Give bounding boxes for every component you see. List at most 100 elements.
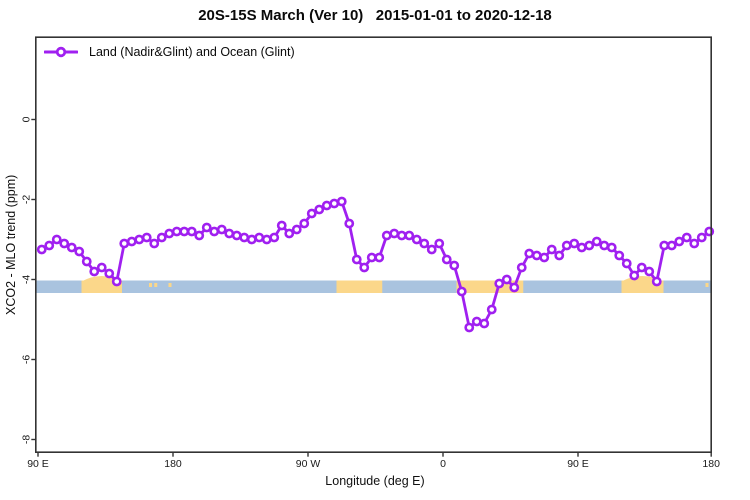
data-point — [591, 236, 602, 247]
data-point — [396, 230, 407, 241]
data-point — [201, 222, 212, 233]
data-point — [524, 248, 535, 259]
data-point — [696, 232, 707, 243]
data-point — [441, 254, 452, 265]
legend: Land (Nadir&Glint) and Ocean (Glint) — [44, 45, 295, 59]
data-point — [426, 244, 437, 255]
data-point — [239, 232, 250, 243]
data-point — [629, 270, 640, 281]
data-point — [216, 224, 227, 235]
x-tick-label: 180 — [702, 458, 720, 470]
data-point — [104, 268, 115, 279]
data-point — [531, 250, 542, 261]
data-point — [74, 246, 85, 257]
legend-label: Land (Nadir&Glint) and Ocean (Glint) — [89, 45, 295, 59]
data-point — [81, 256, 92, 267]
data-point — [666, 240, 677, 251]
data-point — [246, 234, 257, 245]
x-axis: 90 E 180 90 W 0 90 E 180 — [27, 452, 720, 470]
data-point — [254, 232, 265, 243]
series-line — [40, 200, 711, 329]
data-point — [674, 236, 685, 247]
y-tick-label: -6 — [21, 355, 33, 364]
y-tick-label: 0 — [21, 116, 33, 122]
data-point — [66, 242, 77, 253]
y-tick-label: -8 — [21, 435, 33, 444]
data-point — [651, 276, 662, 287]
island-speck — [705, 283, 709, 287]
y-tick-label: -4 — [21, 275, 33, 284]
data-point — [599, 240, 610, 251]
data-point — [494, 278, 505, 289]
island-speck — [149, 283, 152, 287]
data-point — [36, 244, 47, 255]
data-point — [351, 254, 362, 265]
x-axis-label: Longitude (deg E) — [325, 474, 425, 488]
data-point — [374, 252, 385, 263]
data-point — [644, 266, 655, 277]
data-point — [194, 230, 205, 241]
data-point — [261, 234, 272, 245]
data-point — [186, 226, 197, 237]
data-point — [119, 238, 130, 249]
data-point — [171, 226, 182, 237]
data-point — [689, 238, 700, 249]
data-point — [681, 232, 692, 243]
data-point — [306, 208, 317, 219]
data-point — [659, 240, 670, 251]
data-point — [149, 238, 160, 249]
data-point — [156, 232, 167, 243]
data-point — [126, 236, 137, 247]
data-point — [276, 220, 287, 231]
data-point — [411, 234, 422, 245]
data-point — [546, 244, 557, 255]
data-point — [89, 266, 100, 277]
data-point — [389, 228, 400, 239]
data-point — [501, 274, 512, 285]
data-point — [269, 232, 280, 243]
data-point — [111, 276, 122, 287]
x-tick-label: 0 — [440, 458, 446, 470]
land-strip-segment — [336, 280, 383, 293]
data-point — [486, 304, 497, 315]
island-speck — [154, 283, 158, 287]
legend-line-marker-icon — [44, 46, 78, 58]
data-point — [336, 196, 347, 207]
data-point — [554, 250, 565, 261]
x-tick-label: 90 E — [567, 458, 589, 470]
data-point — [456, 286, 467, 297]
data-point — [509, 282, 520, 293]
y-axis: 0 -2 -4 -6 -8 — [21, 116, 36, 444]
data-point — [224, 228, 235, 239]
data-point — [314, 204, 325, 215]
data-point — [164, 228, 175, 239]
data-point — [404, 230, 415, 241]
data-point — [561, 240, 572, 251]
data-point — [621, 258, 632, 269]
data-point — [209, 226, 220, 237]
data-point — [479, 318, 490, 329]
x-tick-label: 180 — [164, 458, 182, 470]
data-point — [59, 238, 70, 249]
data-point — [329, 198, 340, 209]
data-point — [344, 218, 355, 229]
data-point — [471, 316, 482, 327]
data-point — [141, 232, 152, 243]
y-tick-label: -2 — [21, 195, 33, 204]
data-point — [539, 252, 550, 263]
data-point — [44, 240, 55, 251]
data-point — [516, 262, 527, 273]
data-point — [464, 322, 475, 333]
plot-border — [34, 36, 713, 454]
data-point — [381, 230, 392, 241]
data-point — [96, 262, 107, 273]
data-point — [606, 242, 617, 253]
x-tick-label: 90 W — [296, 458, 321, 470]
y-axis-label: XCO2 - MLO trend (ppm) — [4, 174, 18, 315]
data-point — [576, 242, 587, 253]
data-point — [449, 260, 460, 271]
data-point — [434, 238, 445, 249]
data-point — [366, 252, 377, 263]
